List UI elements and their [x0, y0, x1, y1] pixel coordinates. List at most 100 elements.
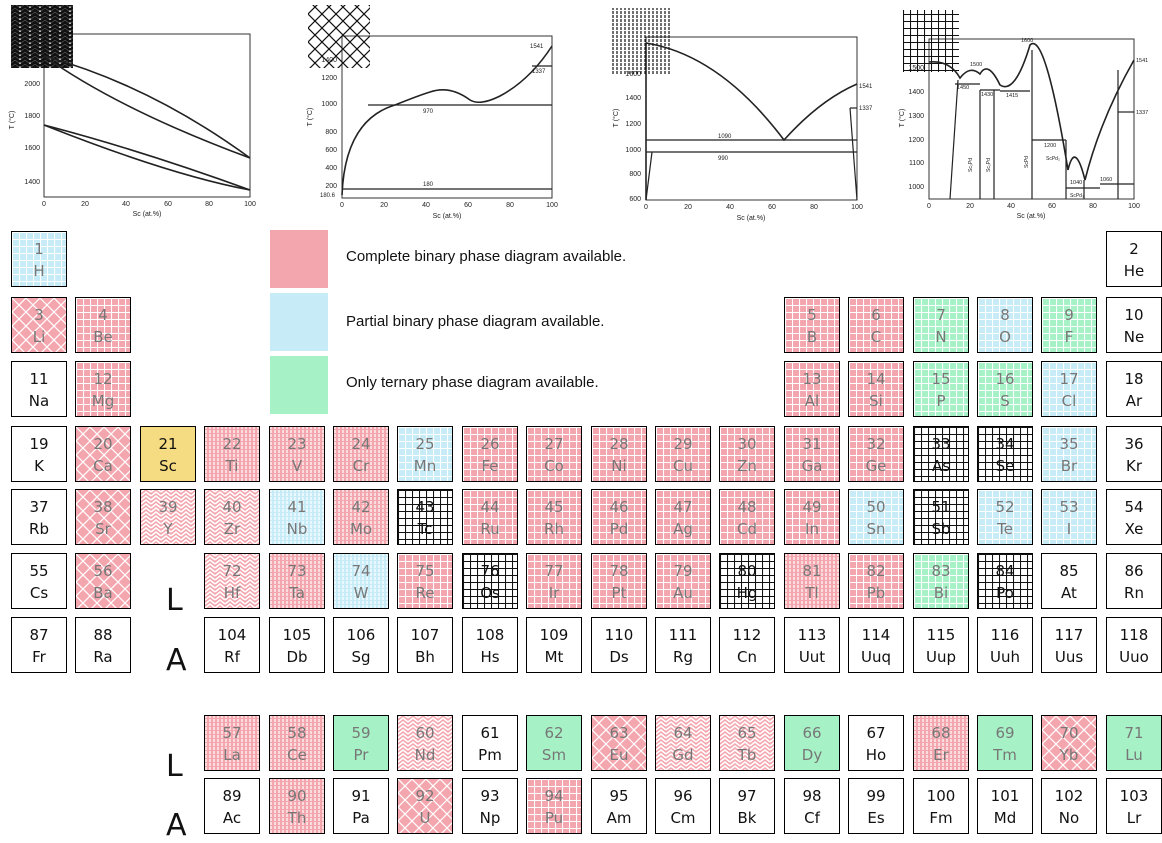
- element-cell-cu: 29 Cu: [655, 426, 711, 482]
- atomic-number: 74: [351, 562, 371, 580]
- temperature-annotation: 1200: [1044, 143, 1056, 149]
- element-cell-uut: 113 Uut: [784, 617, 840, 673]
- atomic-number: 33: [931, 435, 951, 453]
- element-cell-sg: 106 Sg: [333, 617, 389, 673]
- temperature-annotation: 1500: [970, 62, 982, 68]
- element-pattern-grid: [849, 362, 903, 416]
- atomic-number: 68: [931, 724, 951, 742]
- atomic-number: 89: [222, 787, 242, 805]
- element-cell-rn: 86 Rn: [1106, 553, 1162, 609]
- element-symbol: N: [935, 328, 947, 346]
- phase-diagram-grid: 1600 1541 1500 1450 1430 1415 1337 1200 …: [898, 10, 1148, 220]
- element-cell-th: 90 Th: [269, 778, 325, 834]
- x-tick-label: 80: [506, 202, 514, 209]
- atomic-number: 97: [737, 787, 757, 805]
- x-tick-label: 100: [546, 202, 558, 209]
- temperature-annotation: 1337: [532, 69, 546, 75]
- y-tick-label: 1200: [321, 75, 337, 82]
- element-cell-ag: 47 Ag: [655, 489, 711, 545]
- element-cell-rb: 37 Rb: [11, 489, 67, 545]
- element-pattern-grid: [76, 298, 130, 352]
- element-cell-er: 68 Er: [913, 715, 969, 771]
- element-cell-be: 4 Be: [75, 297, 131, 353]
- element-symbol: I: [1066, 520, 1072, 538]
- atomic-number: 63: [609, 724, 629, 742]
- x-tick-label: 80: [205, 201, 213, 208]
- element-pattern-grid: [849, 298, 903, 352]
- element-symbol: Pr: [353, 746, 369, 764]
- x-tick-label: 60: [1048, 203, 1056, 210]
- temperature-annotation: 1337: [859, 106, 873, 112]
- element-pattern-grid: [849, 490, 903, 544]
- element-pattern-chevron: [205, 554, 259, 608]
- y-tick-label: 400: [325, 165, 337, 172]
- y-tick-label: 2000: [24, 81, 40, 88]
- element-symbol: Au: [673, 584, 693, 602]
- element-cell-lr: 103 Lr: [1106, 778, 1162, 834]
- element-symbol: La: [223, 746, 241, 764]
- element-cell-he: 2 He: [1106, 231, 1162, 287]
- atomic-number: 12: [93, 370, 113, 388]
- atomic-number: 22: [222, 435, 242, 453]
- element-cell-in: 49 In: [784, 489, 840, 545]
- element-symbol: Ac: [222, 809, 242, 827]
- atomic-number: 88: [93, 626, 113, 644]
- atomic-number: 21: [158, 435, 178, 453]
- element-symbol: V: [291, 457, 303, 475]
- element-cell-hf: 72 Hf: [204, 553, 260, 609]
- element-symbol: Re: [415, 584, 435, 602]
- element-pattern-grid: [720, 554, 774, 608]
- phase-boundary-curve: [43, 55, 251, 159]
- atomic-number: 4: [98, 306, 108, 324]
- atomic-number: 85: [1059, 562, 1079, 580]
- element-cell-la: 57 La: [204, 715, 260, 771]
- x-tick-label: 20: [966, 203, 974, 210]
- x-tick-label: 20: [684, 204, 692, 211]
- element-cell-tc: 43 Tc: [397, 489, 453, 545]
- element-symbol: Ir: [548, 584, 560, 602]
- y-tick-label: 1800: [24, 113, 40, 120]
- element-symbol: Cf: [804, 809, 820, 827]
- atomic-number: 83: [931, 562, 951, 580]
- atomic-number: 106: [346, 626, 376, 644]
- temperature-annotation: 1600: [1021, 38, 1033, 44]
- element-cell-se: 34 Se: [977, 426, 1033, 482]
- x-tick-label: 0: [927, 203, 931, 210]
- x-axis-label: Sc (at.%): [1017, 213, 1046, 220]
- pattern-key-crosshatch: [308, 5, 370, 68]
- atomic-number: 84: [995, 562, 1015, 580]
- x-tick-label: 20: [81, 201, 89, 208]
- element-cell-rf: 104 Rf: [204, 617, 260, 673]
- element-symbol: Uus: [1054, 648, 1084, 666]
- element-cell-fm: 100 Fm: [913, 778, 969, 834]
- atomic-number: 80: [737, 562, 757, 580]
- atomic-number: 47: [673, 498, 693, 516]
- x-tick-label: 0: [644, 204, 648, 211]
- actinide-row-marker: A: [166, 643, 187, 678]
- element-symbol: Pu: [544, 809, 564, 827]
- element-cell-te: 52 Te: [977, 489, 1033, 545]
- atomic-number: 66: [802, 724, 822, 742]
- element-cell-ru: 44 Ru: [462, 489, 518, 545]
- element-symbol: Pb: [866, 584, 886, 602]
- element-pattern-grid: [12, 232, 66, 286]
- element-cell-re: 75 Re: [397, 553, 453, 609]
- atomic-number: 23: [287, 435, 307, 453]
- element-pattern-grid: [398, 427, 452, 481]
- temperature-annotation: 1450: [957, 85, 969, 91]
- element-cell-cn: 112 Cn: [719, 617, 775, 673]
- element-symbol: Be: [93, 328, 113, 346]
- element-cell-mo: 42 Mo: [333, 489, 389, 545]
- atomic-number: 102: [1054, 787, 1084, 805]
- atomic-number: 96: [673, 787, 693, 805]
- y-tick-label: 1300: [908, 113, 924, 120]
- atomic-number: 7: [936, 306, 946, 324]
- element-cell-zn: 30 Zn: [719, 426, 775, 482]
- atomic-number: 42: [351, 498, 371, 516]
- element-cell-es: 99 Es: [848, 778, 904, 834]
- element-cell-db: 105 Db: [269, 617, 325, 673]
- element-symbol: Hs: [480, 648, 500, 666]
- element-symbol: Y: [163, 520, 173, 538]
- temperature-annotation: 1541: [859, 84, 873, 90]
- element-pattern-chevron: [205, 490, 259, 544]
